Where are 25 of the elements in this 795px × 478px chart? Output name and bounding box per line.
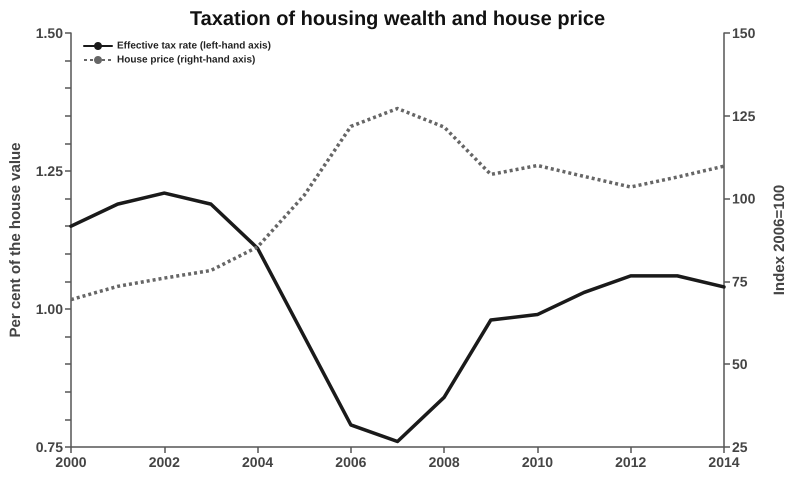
- x-tick-label: 2006: [335, 454, 367, 470]
- x-tick-label: 2002: [148, 454, 180, 470]
- y2-tick-label: 25: [732, 439, 748, 455]
- y2-tick-label: 125: [732, 108, 756, 124]
- y2-tick-label: 100: [732, 190, 756, 207]
- x-tick-label: 2014: [708, 454, 740, 470]
- y-axis-title: Per cent of the house value: [7, 142, 24, 338]
- line-series: [69, 106, 726, 302]
- chart-title: Taxation of housing wealth and house price: [190, 8, 606, 30]
- line-series: [69, 191, 726, 444]
- legend-label: Effective tax rate (left-hand axis): [117, 40, 271, 52]
- x-tick-label: 2012: [615, 454, 646, 470]
- x-tick-label: 2008: [428, 454, 460, 470]
- y-tick-label: 1.25: [36, 163, 64, 179]
- y-tick-label: 1.00: [36, 301, 64, 317]
- x-tick-label: 2000: [55, 454, 87, 470]
- y-tick-label: 0.75: [36, 439, 64, 455]
- y-tick-label: 1.50: [36, 25, 64, 41]
- legend-label: House price (right-hand axis): [117, 54, 256, 66]
- y2-tick-label: 150: [732, 25, 756, 41]
- y2-axis-title: Index 2006=100: [771, 184, 788, 296]
- x-tick-label: 2010: [522, 454, 554, 470]
- y2-tick-label: 75: [732, 273, 748, 290]
- y2-tick-label: 50: [732, 356, 748, 372]
- x-tick-label: 2004: [242, 454, 274, 470]
